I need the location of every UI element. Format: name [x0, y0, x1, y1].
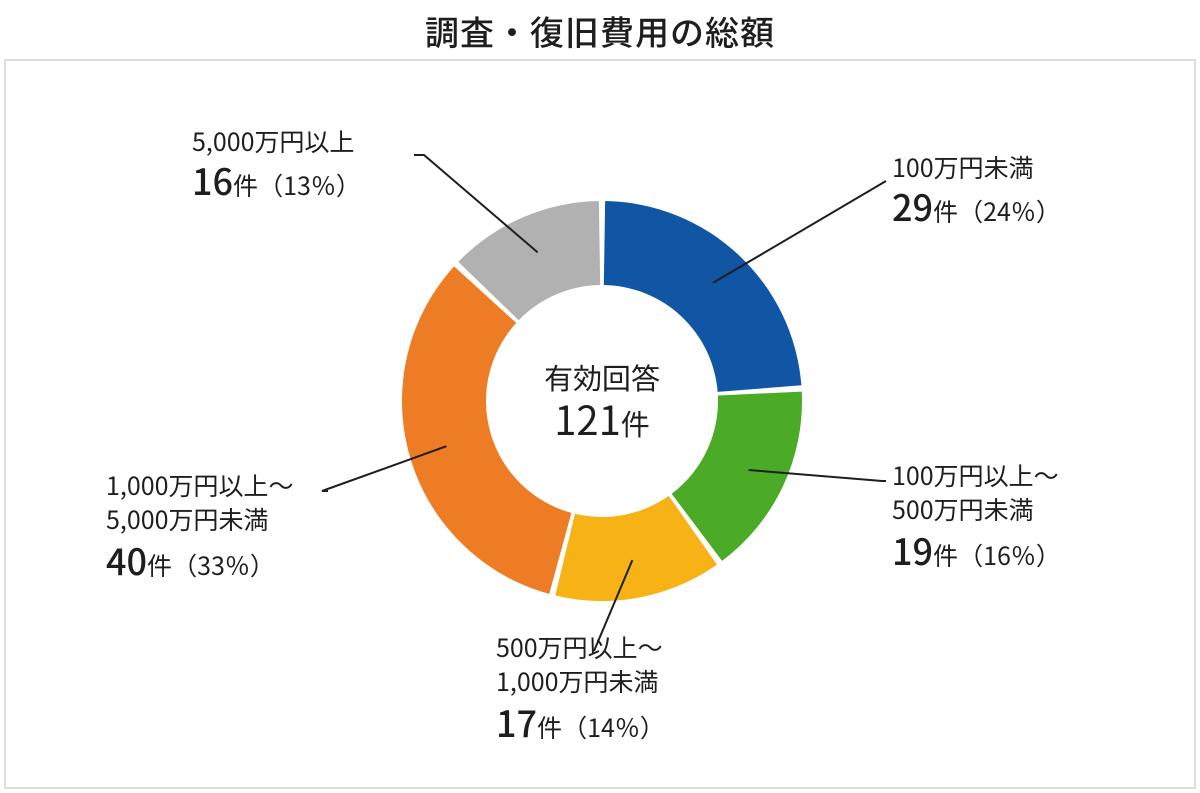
callout-3: 1,000万円以上～5,000万円未満40件（33％） [106, 467, 293, 586]
svg-text:40件（33％）: 40件（33％） [106, 534, 275, 586]
svg-text:16件（13％）: 16件（13％） [192, 154, 361, 206]
leader-line-0 [713, 181, 886, 283]
callout-0: 100万円未満29件（24％） [892, 149, 1061, 232]
svg-text:1,000万円未満: 1,000万円未満 [496, 663, 658, 699]
callout-4: 5,000万円以上16件（13％） [192, 123, 361, 206]
donut-chart: 有効回答121件 100万円未満29件（24％） 100万円以上～500万円未満19… [6, 61, 1198, 787]
svg-text:17件（14％）: 17件（14％） [496, 696, 665, 748]
chart-panel: 有効回答121件 100万円未満29件（24％） 100万円以上～500万円未満19… [4, 59, 1196, 789]
svg-text:1,000万円以上～: 1,000万円以上～ [106, 467, 293, 503]
donut-slice-3 [402, 266, 571, 594]
svg-text:500万円以上～: 500万円以上～ [496, 629, 663, 665]
callout-2: 500万円以上～1,000万円未満17件（14％） [496, 629, 665, 748]
svg-text:5,000万円未満: 5,000万円未満 [106, 501, 268, 537]
leader-line-4 [414, 155, 538, 252]
chart-title: 調査・復旧費用の総額 [0, 6, 1200, 55]
svg-text:29件（24％）: 29件（24％） [892, 180, 1061, 232]
callout-1: 100万円以上～500万円未満19件（16％） [892, 457, 1061, 576]
svg-text:500万円未満: 500万円未満 [892, 491, 1034, 527]
svg-text:19件（16％）: 19件（16％） [892, 524, 1061, 576]
center-label: 有効回答121件 [544, 356, 660, 447]
svg-text:100万円以上～: 100万円以上～ [892, 457, 1059, 493]
